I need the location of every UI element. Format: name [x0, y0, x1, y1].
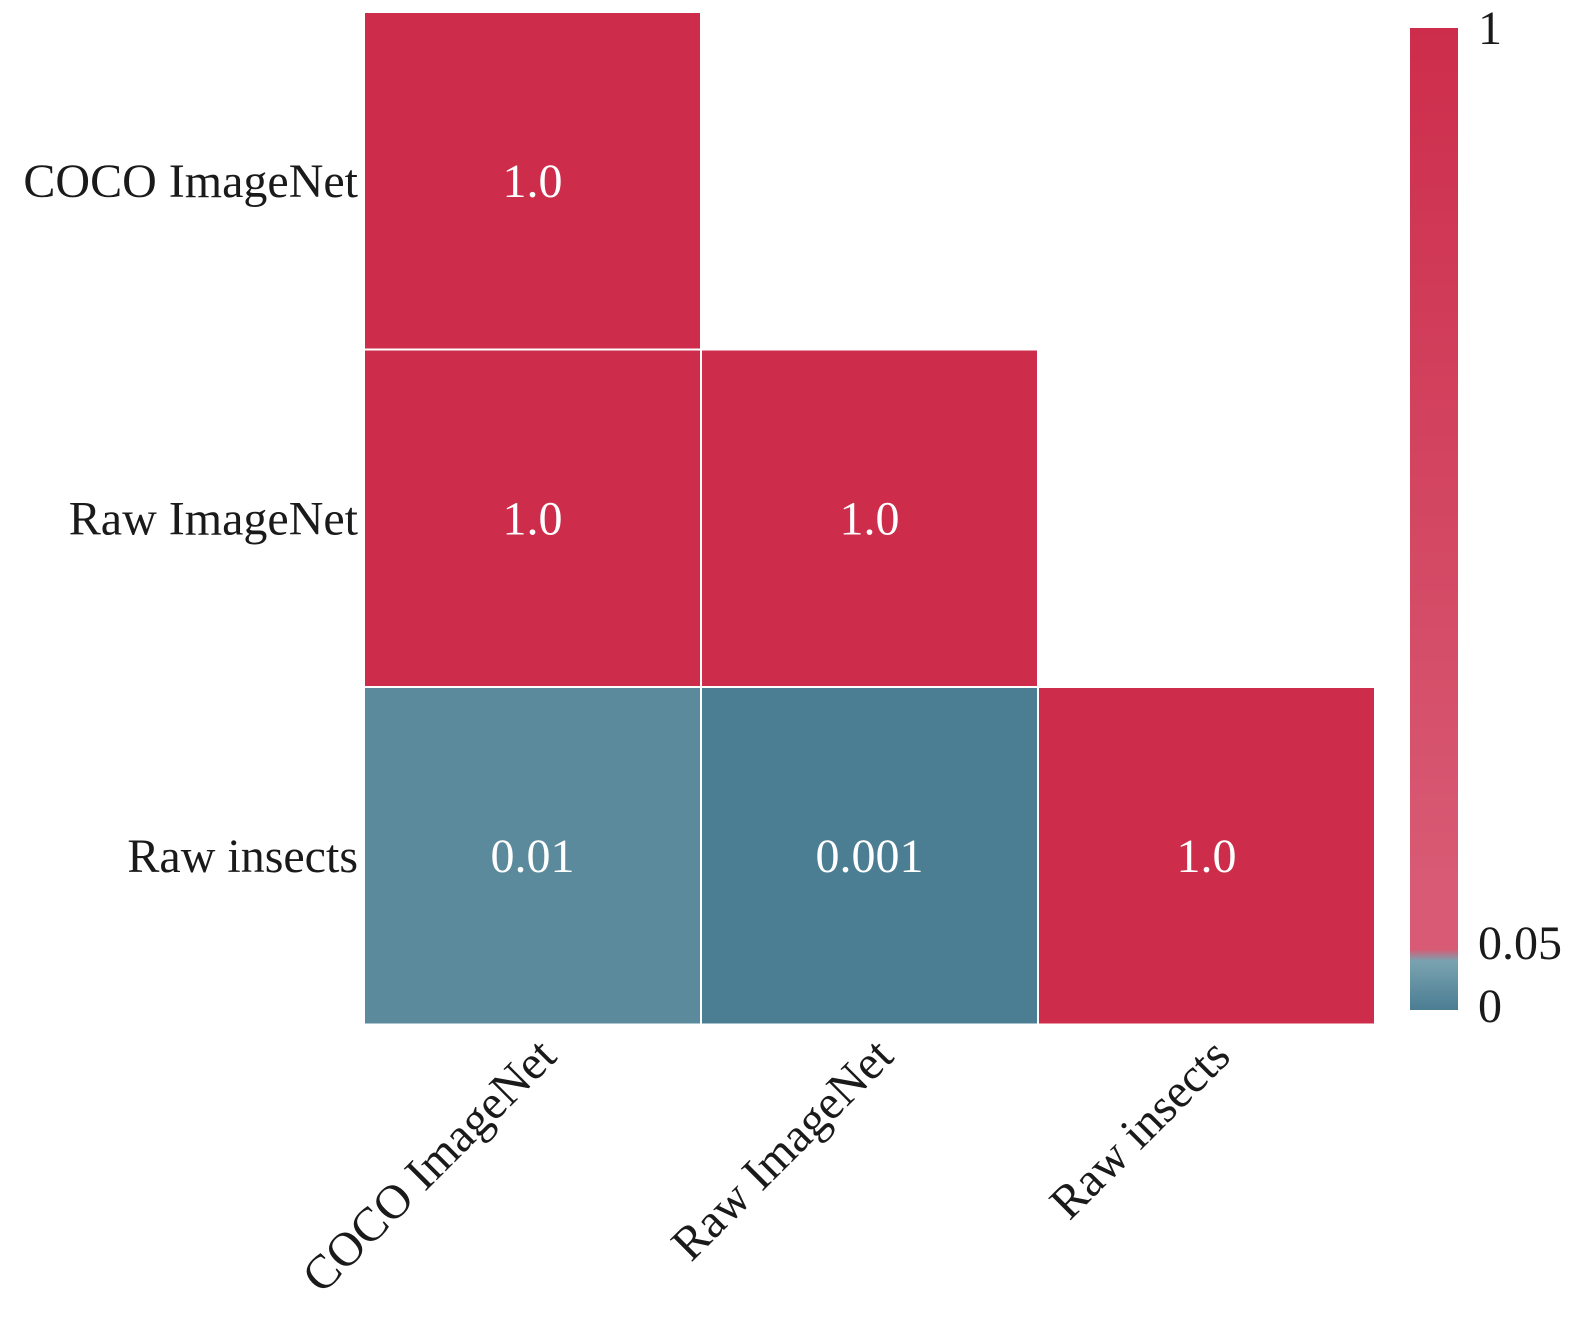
colorbar: 1 0.05 0 [1410, 2, 1562, 1033]
heatmap-cell-labels: 1.0 1.0 1.0 0.01 0.001 1.0 [491, 155, 1237, 883]
heatmap-cell-value-raw-insects-coco-imagenet: 0.01 [491, 830, 575, 883]
heatmap-cell-raw-imagenet-raw-imagenet [700, 348, 1039, 688]
colorbar-tick-label-0-05: 0.05 [1478, 917, 1562, 970]
y-tick-label-raw-imagenet: Raw ImageNet [69, 492, 359, 545]
heatmap-cell-raw-imagenet-coco-imagenet [363, 348, 702, 688]
x-tick-label-coco-imagenet: COCO ImageNet [292, 1028, 567, 1303]
heatmap-cell-raw-insects-coco-imagenet [363, 686, 702, 1026]
y-axis-tick-labels: COCO ImageNet Raw ImageNet Raw insects [23, 155, 358, 883]
heatmap-cell-raw-insects-raw-insects [1037, 686, 1376, 1026]
y-tick-label-raw-insects: Raw insects [127, 830, 358, 883]
y-tick-label-coco-imagenet: COCO ImageNet [23, 155, 358, 208]
heatmap-cell-raw-insects-raw-imagenet [700, 686, 1039, 1026]
x-axis-tick-labels: COCO ImageNet Raw ImageNet Raw insects [292, 1028, 1240, 1303]
x-tick-label-raw-insects: Raw insects [1040, 1029, 1241, 1230]
colorbar-tick-label-0: 0 [1478, 980, 1502, 1033]
heatmap-cell-value-raw-imagenet-raw-imagenet: 1.0 [840, 492, 900, 545]
heatmap-cell-coco-imagenet-coco-imagenet [363, 11, 702, 351]
heatmap-cell-value-raw-insects-raw-insects: 1.0 [1177, 830, 1237, 883]
colorbar-gradient [1410, 28, 1458, 1010]
heatmap-cells [363, 11, 1376, 1026]
heatmap-cell-value-coco-imagenet-coco-imagenet: 1.0 [503, 155, 563, 208]
colorbar-tick-label-1: 1 [1478, 2, 1502, 55]
x-tick-label-raw-imagenet: Raw ImageNet [661, 1028, 903, 1270]
heatmap-cell-value-raw-imagenet-coco-imagenet: 1.0 [503, 492, 563, 545]
heatmap-cell-value-raw-insects-raw-imagenet: 0.001 [816, 830, 924, 883]
